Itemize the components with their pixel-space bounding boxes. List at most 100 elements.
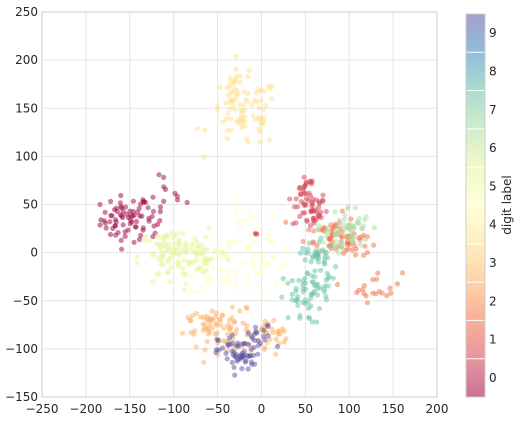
data-point-digit-8 [302,280,309,286]
data-point-digit-4 [245,73,251,80]
data-point-digit-5 [271,254,277,260]
data-point-digit-6 [171,240,177,246]
data-point-digit-9 [245,366,251,372]
data-point-digit-6 [181,287,187,293]
data-point-digit-5 [249,215,255,221]
data-point-digit-6 [180,265,186,271]
data-point-digit-0 [150,208,156,214]
data-point-digit-4 [223,100,229,106]
data-point-digit-0 [134,209,141,215]
data-point-digit-6 [160,238,167,244]
y-tick-label: 100 [15,149,38,163]
data-point-digit-5 [240,259,246,266]
data-point-digit-0 [112,223,118,229]
data-point-digit-5 [266,232,272,239]
data-point-digit-0 [115,230,121,236]
y-axis-ticks: −150 −100 −50 0 50 100 150 200 250 [5,5,38,404]
data-point-digit-1 [293,220,299,226]
data-point-digit-2 [353,246,359,252]
data-point-digit-3 [214,322,220,328]
data-point-digit-5 [245,210,251,217]
data-point-digit-2 [361,252,367,258]
data-point-digit-0 [139,213,145,219]
data-point-digit-1 [297,184,303,190]
data-point-digit-5 [218,267,224,273]
data-point-digit-8 [312,288,318,294]
data-point-digit-3 [225,322,231,328]
plot-frame [41,11,438,398]
data-point-digit-0 [114,205,120,211]
data-point-digit-3 [219,313,225,319]
data-point-digit-3 [201,359,207,365]
data-point-digit-3 [218,322,224,328]
data-point-digit-5 [194,289,200,295]
data-point-digit-4 [232,78,238,84]
data-point-digit-0 [157,209,163,215]
colorbar-ticks: 0 1 2 3 4 5 6 7 8 9 [466,26,497,385]
y-tick-label: −150 [5,390,38,404]
data-point-digit-3 [277,331,283,337]
data-point-digit-7 [340,246,346,252]
data-point-digit-9 [254,330,260,336]
colorbar: 0 1 2 3 4 5 6 7 8 9 digit label [465,13,514,398]
data-point-digit-5 [231,268,237,274]
data-point-digit-0 [129,219,135,225]
data-point-digit-4 [233,53,239,59]
colorbar-tick-label: 8 [489,64,497,78]
data-point-digit-9 [237,356,243,362]
data-point-digit-5 [189,274,195,280]
data-point-digit-8 [297,250,304,256]
data-point-digit-9 [265,333,271,339]
data-point-digit-2 [300,238,306,245]
data-point-digit-0 [138,232,144,238]
data-point-digit-4 [228,127,234,133]
data-point-digit-9 [258,340,264,346]
data-point-digit-0 [102,209,108,215]
data-point-digit-9 [232,372,238,378]
data-point-digit-3 [202,347,208,353]
data-point-digit-7 [356,215,362,221]
data-point-digit-4 [237,101,243,107]
data-point-digit-3 [237,308,243,314]
data-point-digit-5 [251,264,257,270]
data-point-digit-8 [314,319,320,325]
data-point-digit-5 [253,240,259,246]
data-point-digit-8 [279,294,285,300]
data-point-digit-9 [243,358,249,364]
data-point-digit-5 [216,245,223,251]
data-point-digit-8 [305,246,311,252]
data-point-digit-6 [177,252,183,258]
data-point-digit-9 [239,366,245,372]
data-point-digit-4 [241,89,247,95]
colorbar-tick-label: 5 [489,179,497,193]
data-point-digit-5 [204,276,210,282]
data-point-digit-8 [300,245,306,251]
data-point-digit-4 [220,119,226,125]
x-tick-label: −250 [26,402,59,416]
data-point-digit-2 [354,290,360,296]
data-point-digit-8 [333,264,339,270]
data-point-digit-4 [245,98,251,105]
x-axis-ticks: −250 −200 −150 −100 −50 0 50 100 150 200 [26,402,449,416]
data-point-digit-3 [205,331,211,337]
data-point-digit-4 [268,96,275,102]
data-point-digit-4 [249,102,255,108]
data-point-digit-0 [136,236,143,243]
data-point-digit-4 [239,108,245,114]
data-point-digit-0 [184,199,190,206]
data-point-digit-5 [235,218,241,224]
data-point-digit-6 [208,256,214,262]
data-point-digit-3 [189,312,196,319]
data-point-digit-3 [200,321,206,327]
data-point-digit-7 [345,204,351,210]
data-point-digit-1 [300,210,306,216]
data-point-digit-2 [311,228,317,234]
data-point-digit-6 [150,279,156,285]
y-tick-label: 200 [15,53,38,67]
data-point-digit-6 [186,259,192,265]
data-point-digit-8 [317,285,323,291]
y-tick-label: −50 [13,294,38,308]
data-point-digit-9 [248,333,254,339]
data-point-digit-8 [295,293,301,300]
data-point-digit-8 [309,319,315,325]
